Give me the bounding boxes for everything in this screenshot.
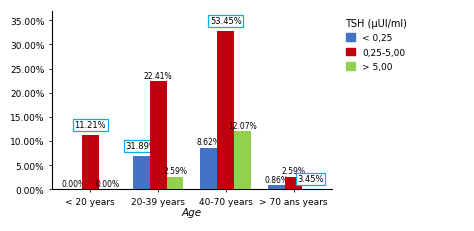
Bar [285, 177, 302, 189]
Text: 2.59%: 2.59% [163, 167, 187, 176]
Text: 11.21%: 11.21% [74, 121, 106, 130]
Text: 12.07%: 12.07% [228, 121, 257, 130]
Legend: < 0,25, 0,25-5,00, > 5,00: < 0,25, 0,25-5,00, > 5,00 [342, 16, 409, 74]
Text: 8.62%: 8.62% [197, 138, 221, 146]
Text: 0.86%: 0.86% [264, 175, 289, 184]
Bar [218, 32, 234, 189]
Text: 2.59%: 2.59% [282, 167, 306, 176]
Text: 31.89%: 31.89% [125, 142, 157, 151]
Bar [268, 185, 285, 189]
Bar [166, 177, 183, 189]
Bar [234, 131, 251, 189]
Text: 3.45%: 3.45% [297, 175, 324, 184]
Text: 0.00%: 0.00% [61, 179, 85, 188]
Bar [133, 156, 150, 189]
Bar [201, 148, 218, 189]
Text: 22.41%: 22.41% [144, 71, 173, 80]
Text: 0.00%: 0.00% [95, 179, 119, 188]
Text: 53.45%: 53.45% [210, 17, 242, 26]
Bar [150, 82, 166, 189]
Bar [82, 136, 99, 189]
X-axis label: Age: Age [182, 207, 202, 217]
